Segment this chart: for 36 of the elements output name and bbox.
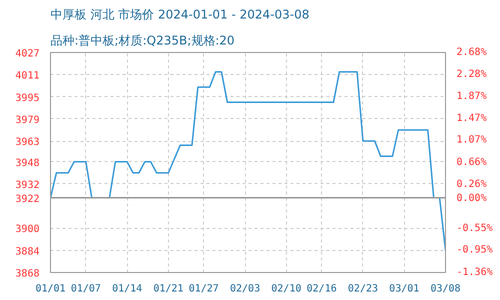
x-tick-label: 01/07 — [70, 284, 101, 294]
y-tick-label: 3868 — [15, 268, 40, 280]
x-tick-label: 01/27 — [188, 284, 219, 294]
x-tick-label: 03/08 — [430, 284, 461, 294]
y2-tick-label: 1.47% — [456, 112, 487, 124]
y-tick-label: 4011 — [15, 70, 40, 82]
y-tick-label: 4027 — [15, 48, 40, 60]
y2-tick-label: 2.68% — [456, 47, 487, 58]
y-tick-label: 3900 — [15, 224, 40, 236]
x-tick-label: 01/21 — [153, 284, 184, 294]
x-tick-label: 02/16 — [306, 284, 337, 294]
chart-title: 中厚板 河北 市场价 2024-01-01 - 2024-03-08 — [50, 8, 310, 22]
y2-tick-label: 2.28% — [456, 68, 487, 80]
y2-tick-label: 0.00% — [456, 192, 487, 204]
y2-tick-label: -0.55% — [456, 222, 493, 234]
x-tick-label: 01/14 — [112, 284, 142, 294]
x-tick-label: 01/01 — [35, 284, 66, 294]
line-series — [50, 71, 446, 252]
y-tick-label: 3948 — [15, 158, 40, 169]
y2-tick-label: -0.95% — [456, 244, 493, 256]
y2-tick-label: 1.87% — [456, 91, 487, 102]
y-tick-label: 3979 — [15, 114, 40, 126]
x-tick-label: 02/10 — [271, 284, 302, 294]
y2-tick-label: 0.66% — [456, 157, 487, 168]
y2-tick-label: 1.07% — [456, 134, 487, 146]
x-tick-label: 03/01 — [389, 284, 420, 294]
chart-subtitle: 品种:普中板;材质:Q235B;规格:20 — [50, 34, 235, 48]
y-tick-label: 3922 — [15, 194, 40, 205]
x-tick-label: 02/23 — [348, 284, 378, 294]
y2-tick-label: -1.36% — [456, 267, 493, 278]
x-tick-label: 02/03 — [230, 284, 260, 294]
y-tick-label: 3963 — [15, 137, 40, 148]
y-tick-label: 3995 — [15, 92, 40, 104]
y2-tick-label: 0.26% — [456, 178, 487, 190]
y-tick-label: 3932 — [15, 180, 40, 191]
y-tick-label: 3884 — [15, 246, 40, 258]
